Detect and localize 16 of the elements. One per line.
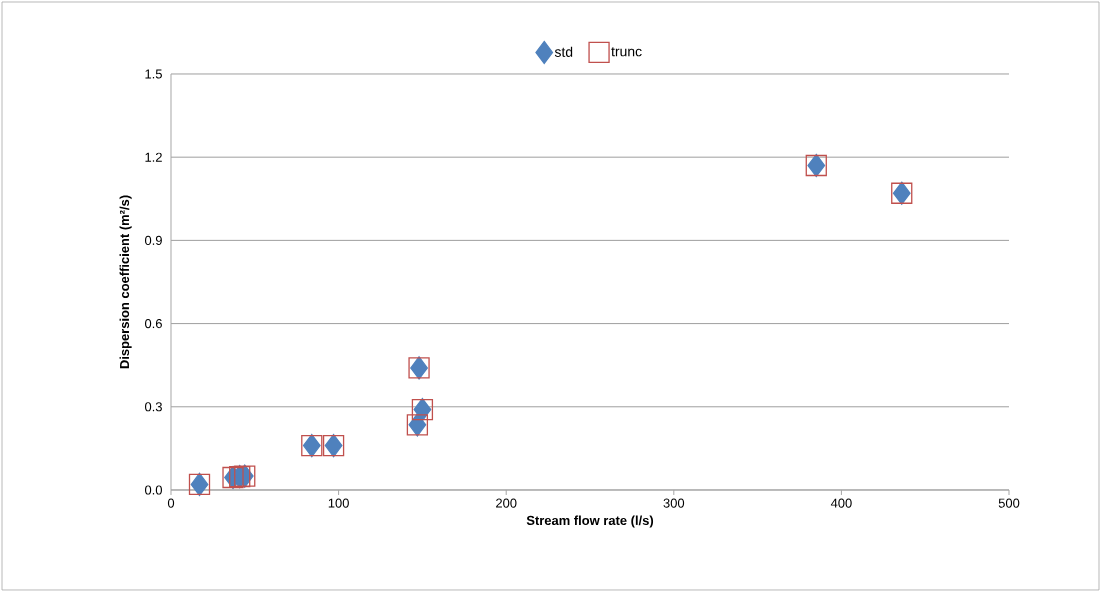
y-tick-label: 0.0 — [144, 485, 162, 495]
x-tick-label: 200 — [496, 498, 517, 508]
y-tick-label: 0.6 — [144, 319, 162, 329]
x-axis-title: Stream flow rate (l/s) — [526, 515, 654, 528]
legend-label: trunc — [611, 47, 642, 57]
x-tick-label: 0 — [167, 498, 175, 508]
x-tick-label: 500 — [998, 498, 1020, 508]
y-tick-label: 0.9 — [144, 235, 162, 245]
y-axis-title: Dispersion coefficient (m²/s) — [119, 195, 132, 369]
x-tick-label: 400 — [830, 498, 852, 508]
x-tick-label: 100 — [328, 498, 349, 508]
y-tick-label: 1.5 — [145, 69, 162, 79]
legend-label: std — [554, 46, 573, 57]
x-tick-label: 300 — [663, 498, 685, 508]
y-tick-label: 0.3 — [144, 402, 162, 412]
y-tick-label: 1.2 — [145, 152, 162, 162]
